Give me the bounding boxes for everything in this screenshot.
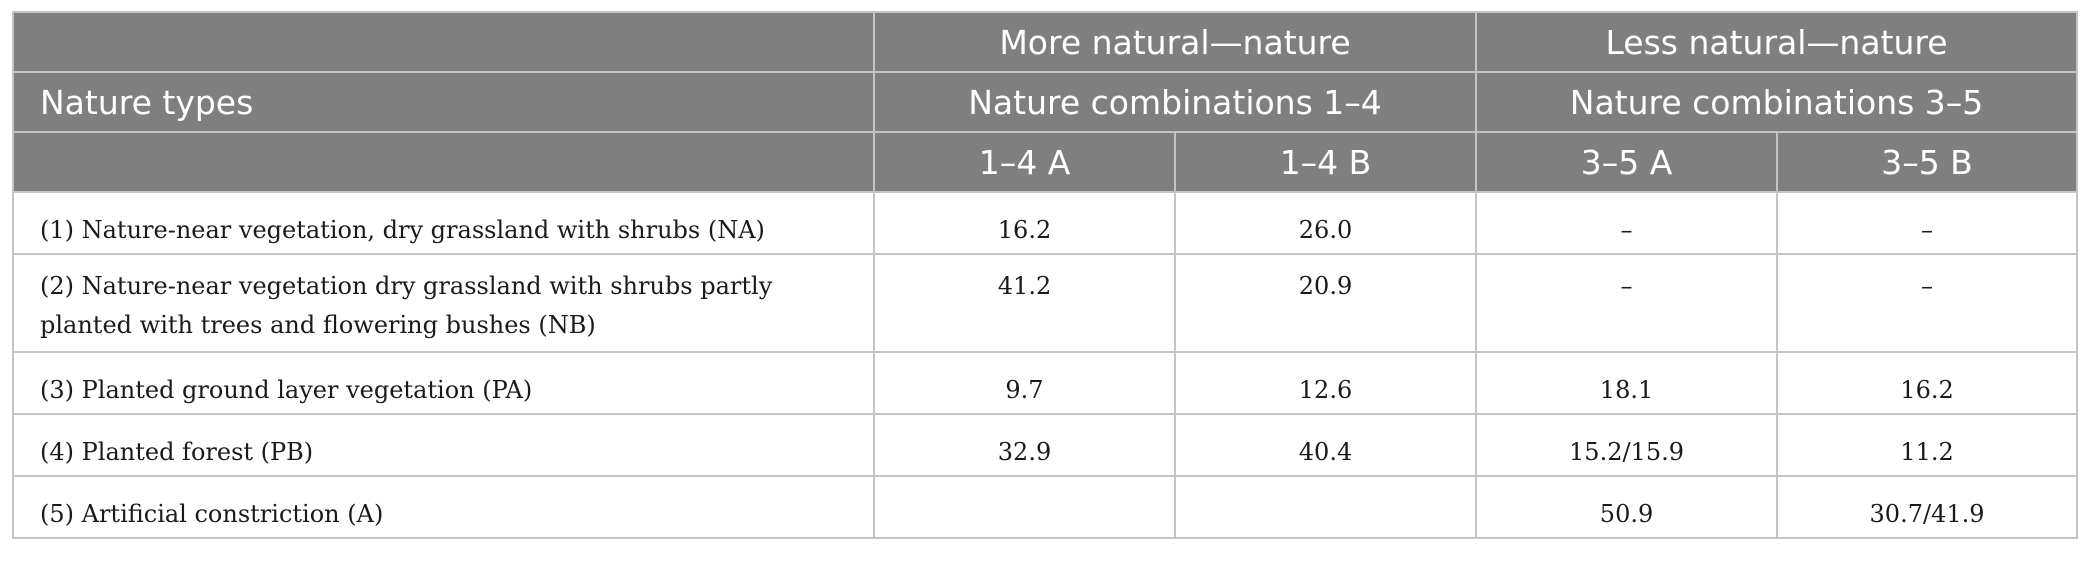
value-cell-1-4-b: 20.9	[1173, 253, 1478, 353]
header-more-natural: More natural—nature	[872, 11, 1478, 73]
value-cell-3-5-a: 15.2/15.9	[1475, 413, 1779, 477]
value-cell-3-5-b: –	[1776, 191, 2079, 255]
header-combinations-1-4: Nature combinations 1–4	[872, 71, 1478, 133]
header-less-natural: Less natural—nature	[1475, 11, 2079, 73]
value-cell-3-5-b: –	[1776, 253, 2079, 353]
header-combinations-3-5: Nature combinations 3–5	[1475, 71, 2079, 133]
value-cell-1-4-a: 16.2	[873, 191, 1176, 255]
table-row: (1) Nature-near vegetation, dry grasslan…	[12, 191, 2079, 255]
header-empty-cell	[12, 131, 875, 193]
nature-type-cell: (2) Nature-near vegetation dry grassland…	[12, 253, 875, 353]
value-cell-3-5-b: 11.2	[1776, 413, 2079, 477]
value-cell-3-5-a: –	[1475, 191, 1779, 255]
header-3-5-a: 3–5 A	[1475, 131, 1779, 193]
nature-type-cell: (5) Artificial constriction (A)	[12, 475, 875, 539]
header-3-5-b: 3–5 B	[1776, 131, 2079, 193]
table-row: (2) Nature-near vegetation dry grassland…	[12, 253, 2079, 353]
value-cell-1-4-a: 41.2	[873, 253, 1176, 353]
value-cell-1-4-b	[1173, 475, 1478, 539]
value-cell-3-5-b: 30.7/41.9	[1776, 475, 2079, 539]
header-1-4-b: 1–4 B	[1173, 131, 1478, 193]
value-cell-1-4-a: 32.9	[873, 413, 1176, 477]
value-cell-1-4-b: 40.4	[1173, 413, 1478, 477]
header-row-subcolumns: 1–4 A 1–4 B 3–5 A 3–5 B	[12, 131, 2079, 193]
value-cell-1-4-b: 26.0	[1173, 191, 1478, 255]
nature-types-table: More natural—nature Less natural—nature …	[12, 11, 2079, 539]
header-row-groups: More natural—nature Less natural—nature	[12, 11, 2079, 73]
table-row: (5) Artificial constriction (A) 50.9 30.…	[12, 475, 2079, 539]
value-cell-1-4-b: 12.6	[1173, 351, 1478, 415]
header-empty-cell	[12, 11, 875, 73]
table-body: (1) Nature-near vegetation, dry grasslan…	[12, 191, 2079, 539]
value-cell-3-5-a: –	[1475, 253, 1779, 353]
value-cell-1-4-a: 9.7	[873, 351, 1176, 415]
header-nature-types: Nature types	[12, 71, 875, 133]
nature-type-cell: (3) Planted ground layer vegetation (PA)	[12, 351, 875, 415]
header-1-4-a: 1–4 A	[873, 131, 1176, 193]
value-cell-3-5-a: 50.9	[1475, 475, 1779, 539]
table-row: (4) Planted forest (PB) 32.9 40.4 15.2/1…	[12, 413, 2079, 477]
table-row: (3) Planted ground layer vegetation (PA)…	[12, 351, 2079, 415]
value-cell-3-5-b: 16.2	[1776, 351, 2079, 415]
header-row-combinations: Nature types Nature combinations 1–4 Nat…	[12, 71, 2079, 133]
value-cell-1-4-a	[873, 475, 1176, 539]
table-header: More natural—nature Less natural—nature …	[12, 11, 2079, 193]
nature-type-cell: (1) Nature-near vegetation, dry grasslan…	[12, 191, 875, 255]
value-cell-3-5-a: 18.1	[1475, 351, 1779, 415]
nature-type-cell: (4) Planted forest (PB)	[12, 413, 875, 477]
